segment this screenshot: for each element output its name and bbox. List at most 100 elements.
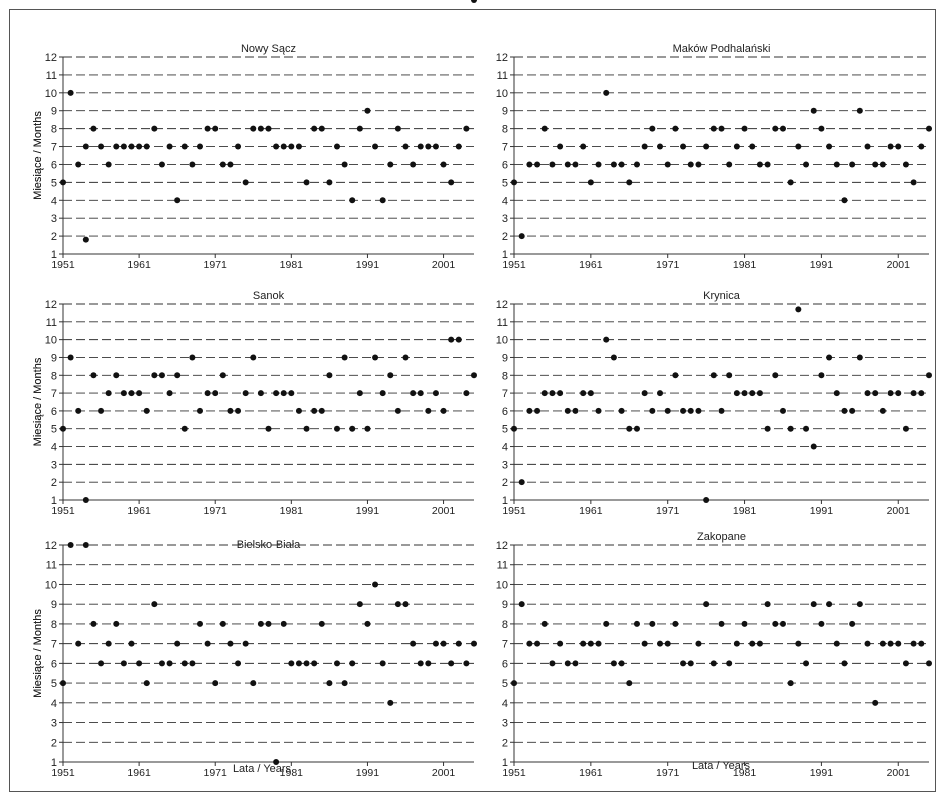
y-tick-label: 12 xyxy=(496,540,508,552)
data-point xyxy=(680,407,687,414)
data-point xyxy=(471,372,477,379)
data-point xyxy=(511,425,517,432)
data-point xyxy=(741,620,748,627)
data-point xyxy=(910,179,917,186)
data-point xyxy=(341,354,348,361)
data-point xyxy=(633,620,640,627)
data-point xyxy=(641,640,648,647)
data-point xyxy=(219,372,226,379)
y-tick-label: 2 xyxy=(502,231,508,243)
data-point xyxy=(425,143,432,150)
x-tick-label: 1981 xyxy=(280,767,304,779)
y-tick-label: 5 xyxy=(502,678,508,690)
data-point xyxy=(265,125,272,132)
data-point xyxy=(818,125,825,132)
data-point xyxy=(902,425,909,432)
data-point xyxy=(242,179,249,186)
data-point xyxy=(379,197,386,204)
data-point xyxy=(174,640,181,647)
data-point xyxy=(113,620,120,627)
data-point xyxy=(872,699,879,706)
y-tick-label: 11 xyxy=(46,317,57,329)
data-point xyxy=(463,125,470,132)
data-point xyxy=(587,390,594,397)
data-point xyxy=(572,407,579,414)
y-tick-label: 9 xyxy=(51,352,57,364)
data-point xyxy=(718,407,725,414)
data-point xyxy=(926,372,932,379)
data-point xyxy=(518,479,525,486)
data-point xyxy=(204,640,211,647)
y-tick-label: 6 xyxy=(502,658,508,670)
data-point xyxy=(417,390,424,397)
y-tick-label: 12 xyxy=(496,52,508,64)
data-point xyxy=(626,179,633,186)
data-point xyxy=(463,660,470,667)
y-axis-label: Miesiące / Months xyxy=(32,357,44,446)
x-tick-label: 1961 xyxy=(127,505,151,517)
data-point xyxy=(67,354,74,361)
y-tick-label: 12 xyxy=(45,52,57,64)
y-tick-label: 3 xyxy=(502,459,508,471)
data-point xyxy=(204,390,211,397)
data-point xyxy=(856,354,863,361)
x-tick-label: 2001 xyxy=(432,505,456,517)
x-tick-label: 1971 xyxy=(204,767,228,779)
x-tick-label: 1991 xyxy=(356,767,380,779)
x-tick-label: 1951 xyxy=(502,259,526,271)
data-point xyxy=(455,336,462,343)
data-point xyxy=(749,640,756,647)
data-point xyxy=(741,125,748,132)
data-point xyxy=(242,390,249,397)
data-point xyxy=(618,407,625,414)
data-point xyxy=(120,390,127,397)
x-tick-label: 1991 xyxy=(810,505,834,517)
data-point xyxy=(849,620,856,627)
y-tick-label: 10 xyxy=(45,88,57,100)
data-point xyxy=(587,179,594,186)
data-point xyxy=(341,680,348,687)
x-tick-label: 1991 xyxy=(810,259,834,271)
data-point xyxy=(181,425,188,432)
data-point xyxy=(833,390,840,397)
data-point xyxy=(902,660,909,667)
y-tick-label: 2 xyxy=(51,477,57,489)
x-tick-label: 1991 xyxy=(356,259,380,271)
x-tick-label: 2001 xyxy=(432,767,456,779)
y-tick-label: 3 xyxy=(51,213,57,225)
data-point xyxy=(610,354,617,361)
x-tick-label: 1951 xyxy=(51,505,75,517)
data-point xyxy=(887,143,894,150)
data-point xyxy=(227,407,234,414)
data-point xyxy=(98,143,105,150)
data-point xyxy=(526,640,533,647)
data-point xyxy=(549,161,556,168)
data-point xyxy=(756,161,763,168)
data-point xyxy=(787,179,794,186)
data-point xyxy=(364,107,371,114)
y-tick-label: 8 xyxy=(51,124,57,136)
data-point xyxy=(151,125,158,132)
data-point xyxy=(235,660,242,667)
data-point xyxy=(779,407,786,414)
data-point xyxy=(90,372,97,379)
data-point xyxy=(402,354,409,361)
data-point xyxy=(703,497,710,503)
data-point xyxy=(826,601,833,608)
y-axis-label: Miesiące / Months xyxy=(32,111,44,200)
data-point xyxy=(526,407,533,414)
y-axis-label: Miesiące / Months xyxy=(32,609,44,698)
data-point xyxy=(918,390,925,397)
data-point xyxy=(741,390,748,397)
y-tick-label: 4 xyxy=(502,442,508,454)
data-point xyxy=(918,640,925,647)
data-point xyxy=(387,372,394,379)
data-point xyxy=(826,354,833,361)
data-point xyxy=(664,640,671,647)
x-tick-label: 2001 xyxy=(887,259,911,271)
data-point xyxy=(557,640,564,647)
y-tick-label: 9 xyxy=(502,106,508,118)
y-tick-label: 10 xyxy=(45,579,57,591)
data-point xyxy=(280,390,287,397)
